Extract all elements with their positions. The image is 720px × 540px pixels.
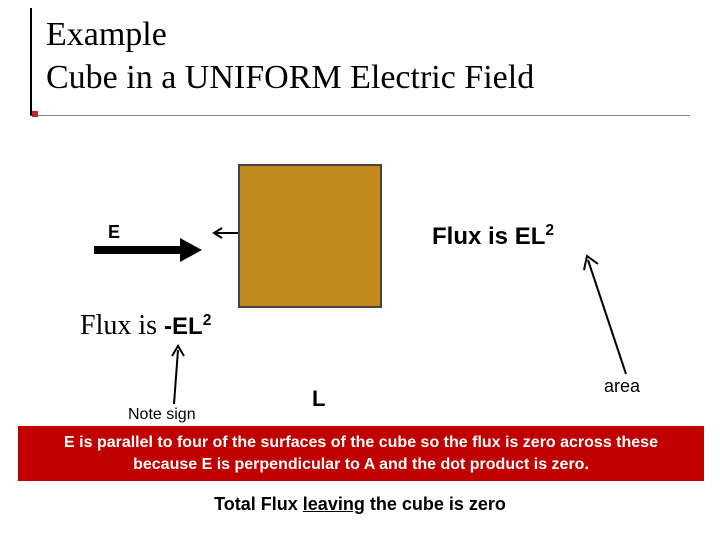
- total-post: the cube is zero: [365, 494, 506, 514]
- flux-pos-text: Flux is EL: [432, 223, 545, 250]
- flux-neg-val: -EL: [164, 313, 203, 340]
- area-label: area: [604, 376, 640, 397]
- corner-accent: [32, 111, 38, 117]
- title-line-1: Example: [46, 14, 690, 57]
- banner-line-1: E is parallel to four of the surfaces of…: [64, 434, 658, 451]
- flux-positive-label: Flux is EL2: [432, 222, 554, 251]
- e-field-arrow-shaft: [94, 246, 184, 254]
- total-pre: Total Flux: [214, 494, 303, 514]
- area-arrow-icon: [582, 252, 642, 378]
- note-sign-label: Note sign: [128, 406, 196, 424]
- title-box: Example Cube in a UNIFORM Electric Field: [30, 8, 690, 116]
- title-line-2: Cube in a UNIFORM Electric Field: [46, 57, 690, 100]
- banner-line-2: because E is perpendicular to A and the …: [133, 456, 589, 473]
- e-field-arrow-head: [180, 238, 202, 262]
- explanation-banner: E is parallel to four of the surfaces of…: [18, 426, 704, 481]
- small-left-arrow-icon: [210, 226, 240, 240]
- total-flux-statement: Total Flux leaving the cube is zero: [0, 494, 720, 515]
- flux-pos-sup: 2: [545, 222, 554, 239]
- flux-negative-label: Flux is -EL2: [80, 310, 211, 342]
- e-label: E: [108, 222, 120, 243]
- cube-shape: [238, 164, 382, 308]
- flux-neg-prefix: Flux is: [80, 310, 164, 341]
- l-label: L: [312, 386, 325, 412]
- note-sign-arrow-icon: [168, 342, 188, 406]
- total-underlined: leaving: [303, 494, 365, 514]
- flux-neg-sup: 2: [203, 312, 212, 329]
